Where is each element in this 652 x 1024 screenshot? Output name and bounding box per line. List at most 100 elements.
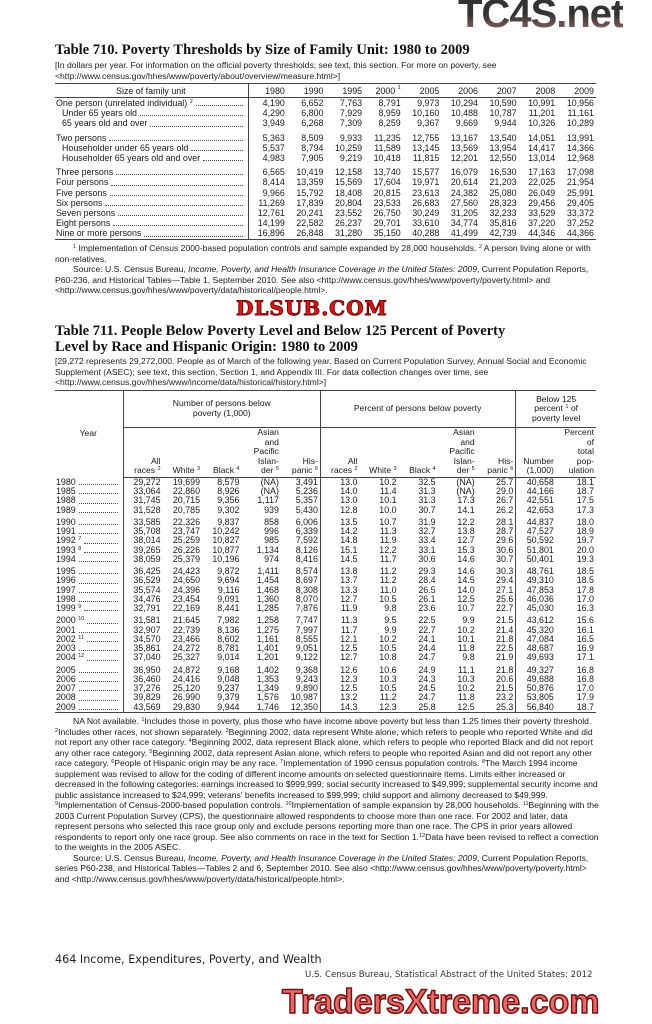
row-label-text: Four persons xyxy=(56,177,109,188)
cell-value: 9,048 xyxy=(217,673,240,684)
source-title: Income, Poverty, and Health Insurance Co… xyxy=(188,852,477,863)
column-header: Black 4 xyxy=(202,427,242,478)
source-prefix: Source: U.S. Census Bureau, xyxy=(73,264,189,274)
row-label: Four persons xyxy=(55,177,249,188)
below125-pre: Below 125 percent xyxy=(534,393,577,414)
cell-value: 25.7 xyxy=(476,477,517,488)
cell-value: 35,150 xyxy=(373,228,401,239)
cell-value: 20,715 xyxy=(172,495,201,506)
row-year: 1985 xyxy=(55,486,124,497)
cell-value: 49,693 xyxy=(526,652,554,663)
table-row: Householder under 65 years old 5,537 8,794… xyxy=(55,142,596,154)
cell-value: 22,169 xyxy=(172,603,201,614)
cell-value: 30.3 xyxy=(476,564,517,577)
row-label-text: 2004 12 xyxy=(56,652,85,663)
footnote-text: Beginning 2002, data represent Asian alo… xyxy=(55,747,593,769)
cell-value: 14.6 xyxy=(457,553,475,564)
row-label: Householder 65 years old and over xyxy=(55,153,249,164)
cell-value: 11.2 xyxy=(379,575,397,586)
label-wrap: 2005 xyxy=(56,664,121,675)
label-wrap: 2003 xyxy=(56,643,121,653)
table-row: Under 65 years old 4,290 6,800 7,929 8,959 10… xyxy=(55,108,596,119)
cell-value: 12,550 xyxy=(489,153,517,164)
cell-value: 11.3 xyxy=(340,615,358,626)
cell-value: 1,746 xyxy=(256,701,279,712)
cell-value: 42,551 xyxy=(526,495,554,506)
leader-dots xyxy=(203,160,243,162)
cell-value: 1,349 xyxy=(256,683,279,694)
table-row: 2005 36,950 24,872 9,168 1,402 9,368 12.6 10.6 2… xyxy=(55,662,596,675)
footnote-text: Includes other races, not shown separate… xyxy=(58,726,226,737)
cell-value: 45,030 xyxy=(526,603,554,614)
table-row: 65 years old and over 3,949 6,268 7,309 8,25… xyxy=(55,118,596,129)
cell-value: 22.7 xyxy=(476,603,517,614)
cell-value: 28.4 xyxy=(418,575,436,586)
row-year: 2007 xyxy=(55,683,124,694)
cell-value: 12.5 xyxy=(457,593,475,604)
cell-value: 24,416 xyxy=(172,673,201,684)
cell-value: 34,570 xyxy=(133,633,161,644)
table-row: 1989 31,528 20,785 9,302 939 5,430 12.8 10.0 30.… xyxy=(55,504,596,515)
superscript: 8 xyxy=(78,545,82,552)
table-row: 1999 9 32,791 22,169 8,441 1,285 7,876 11.9 9.8… xyxy=(55,603,596,614)
cell-value: 39,829 xyxy=(133,692,161,703)
cell-value: 9,944 xyxy=(217,701,240,712)
cell-value: 24.9 xyxy=(418,664,436,675)
row-label-text: 65 years old and over xyxy=(62,118,148,129)
leader-dots xyxy=(78,631,118,633)
footnote-text: Implementation of Census 2000-based popu… xyxy=(76,243,479,253)
cell-value: 996 xyxy=(264,526,279,537)
cell-value: 16,896 xyxy=(257,228,285,239)
page-footer-section: 464 Income, Expenditures, Poverty, and W… xyxy=(55,953,322,966)
cell-value: 42,653 xyxy=(526,504,554,515)
row-year: 1994 xyxy=(55,554,124,565)
cell-value: 8,602 xyxy=(217,633,240,644)
cell-value: 5,236 xyxy=(280,486,321,497)
row-label: Nine or more persons xyxy=(55,228,249,240)
cell-value: 26,848 xyxy=(296,228,324,239)
cell-value: 27,560 xyxy=(450,197,478,208)
column-header: Percent of total pop-ulation xyxy=(555,427,596,478)
row-label-text: 2005 xyxy=(56,664,76,675)
cell-value: 13.2 xyxy=(340,692,358,703)
superscript: 7 xyxy=(280,759,284,765)
cell-value: 9,890 xyxy=(280,683,321,694)
table-711-footnotes: NA Not available. 1Includes those in pov… xyxy=(55,716,600,853)
cell-value: 21.4 xyxy=(476,625,517,635)
cell-value: 19,699 xyxy=(172,476,201,487)
cell-value: 8,126 xyxy=(280,545,321,555)
superscript: 2 xyxy=(157,466,161,473)
leader-dots xyxy=(78,493,118,495)
cell-value: 29,830 xyxy=(172,701,201,712)
superscript: 6 xyxy=(510,466,514,473)
cell-value: 24,872 xyxy=(172,664,201,675)
cell-value: 9,122 xyxy=(280,653,321,663)
label-wrap: 1996 xyxy=(56,576,121,585)
cell-value: 858 xyxy=(264,516,279,527)
table-710-footnotes: 1 Implementation of Census 2000-based po… xyxy=(55,243,600,264)
cell-value: 9,237 xyxy=(217,683,240,694)
cell-value: 12,158 xyxy=(334,167,363,178)
cell-value: 974 xyxy=(264,553,279,564)
leader-dots xyxy=(86,641,118,643)
cell-value: 9,051 xyxy=(280,643,321,654)
cell-value: 11,161 xyxy=(567,108,595,119)
cell-value: 15.1 xyxy=(340,544,358,555)
cell-value: 12.3 xyxy=(379,701,397,712)
cell-value: 34,476 xyxy=(133,593,161,604)
superscript: 4 xyxy=(432,466,436,473)
cell-value: 14.6 xyxy=(457,566,475,577)
cell-value: 3,491 xyxy=(280,477,321,488)
cell-value: 21.8 xyxy=(476,662,517,675)
label-wrap: 1995 xyxy=(56,566,121,576)
cell-value: 11.8 xyxy=(458,692,475,703)
cell-value: 38,059 xyxy=(133,553,161,564)
cell-value: 13,954 xyxy=(489,142,517,153)
table-row: 2000 10 31,581 21,645 7,982 1,258 7,747 11.3 9.… xyxy=(55,613,596,626)
row-label-text: Eight persons xyxy=(56,218,111,229)
cell-value: 29.6 xyxy=(476,536,517,546)
cell-value: 16.8 xyxy=(576,673,594,684)
cell-value: 25.3 xyxy=(476,702,517,713)
cell-value: 9,694 xyxy=(217,575,240,586)
row-label: Householder under 65 years old xyxy=(55,142,249,154)
